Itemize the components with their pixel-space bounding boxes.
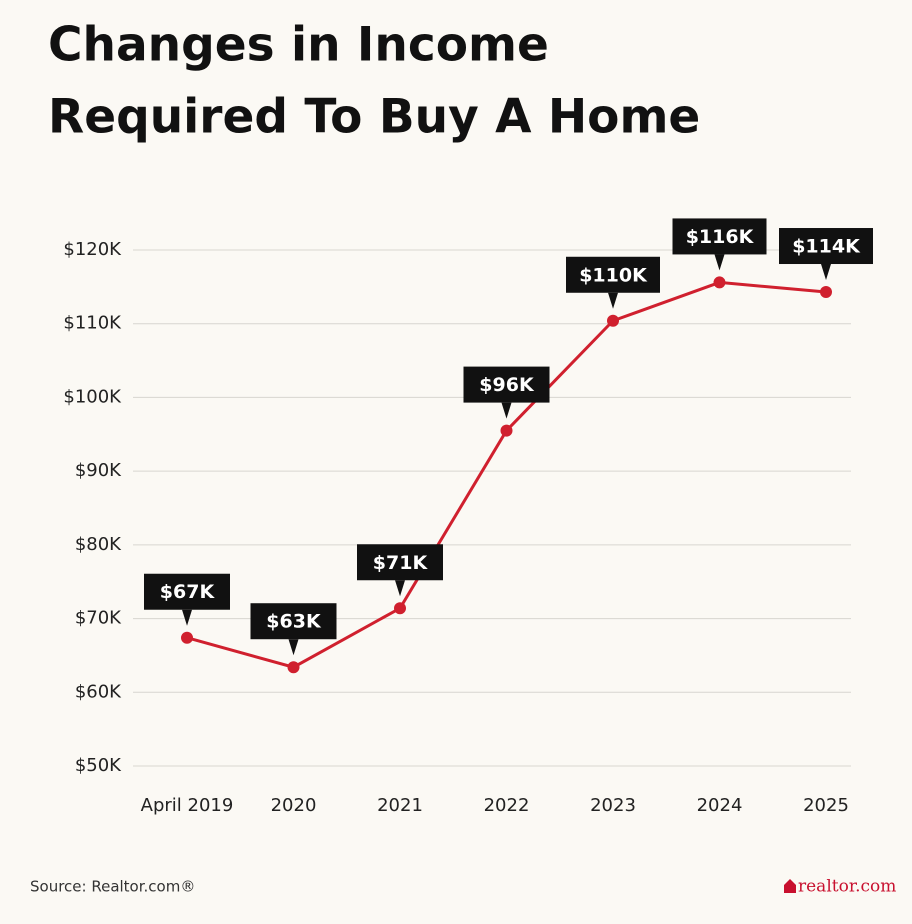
chart-title: Required To Buy A Home — [48, 90, 700, 145]
x-tick-label: April 2019 — [141, 795, 234, 816]
point — [287, 661, 300, 674]
label-box — [566, 256, 660, 293]
data-label: $63K — [266, 611, 322, 633]
y-tick-label: $60K — [75, 681, 122, 702]
x-tick-label: 2022 — [484, 795, 530, 816]
x-tick-label: 2021 — [377, 795, 423, 816]
data-label: $110K — [579, 264, 648, 286]
x-tick-label: 2020 — [271, 795, 317, 816]
label-pointer — [182, 609, 192, 626]
y-tick-label: $110K — [63, 313, 122, 334]
y-tick-label: $120K — [63, 239, 122, 260]
x-tick-label: 2023 — [590, 795, 636, 816]
point — [820, 286, 832, 299]
logo-icon — [784, 879, 796, 893]
point — [500, 424, 513, 437]
data-label: $114K — [792, 236, 861, 258]
point — [181, 631, 193, 644]
data-label: $71K — [373, 552, 429, 574]
chart-title: Changes in Income — [48, 18, 549, 73]
y-tick-label: $80K — [75, 534, 122, 555]
label-box — [672, 218, 767, 255]
logo: realtor.com — [798, 877, 896, 897]
data-label: $116K — [686, 226, 755, 248]
y-tick-label: $70K — [75, 608, 122, 629]
data-label: $67K — [160, 581, 216, 603]
source: Source: Realtor.com® — [30, 878, 195, 896]
label-pointer — [288, 639, 299, 656]
label-box — [463, 366, 550, 403]
y-tick-label: $100K — [63, 386, 122, 407]
x-tick-label: 2024 — [697, 795, 743, 816]
label-pointer — [395, 580, 405, 597]
label-pointer — [608, 292, 618, 309]
label-box — [144, 573, 230, 610]
point — [607, 314, 619, 327]
label-pointer — [821, 264, 831, 281]
point — [394, 602, 406, 615]
label-pointer — [501, 402, 512, 419]
label-box — [357, 544, 443, 581]
label-box — [779, 228, 873, 265]
y-tick-label: $50K — [75, 755, 122, 776]
data-label: $96K — [479, 374, 535, 396]
label-pointer — [714, 254, 725, 271]
x-tick-label: 2025 — [803, 795, 849, 816]
point — [713, 276, 726, 289]
y-tick-label: $90K — [75, 460, 122, 481]
label-box — [250, 603, 337, 640]
